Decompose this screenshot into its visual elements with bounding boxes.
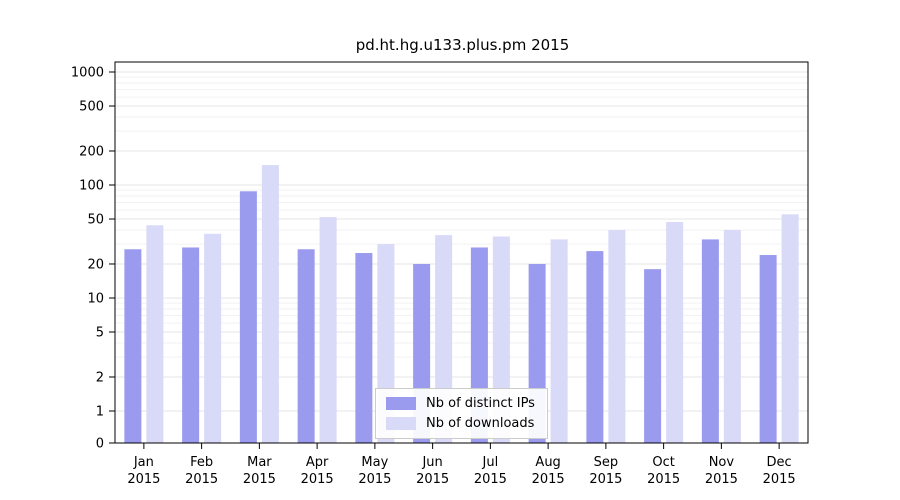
- x-tick-label: Jun 2015: [416, 455, 449, 487]
- y-tick-label: 100: [79, 179, 104, 194]
- legend-label-downloads: Nb of downloads: [426, 416, 535, 431]
- y-tick-label: 500: [79, 100, 104, 115]
- bar: [146, 225, 164, 443]
- bar: [319, 217, 337, 443]
- y-tick-label: 20: [87, 257, 104, 272]
- x-tick-label: Jul 2015: [474, 455, 507, 487]
- y-tick-label: 200: [79, 144, 104, 159]
- legend-label-distinct-ips: Nb of distinct IPs: [426, 396, 535, 411]
- x-tick-label: Nov 2015: [705, 455, 738, 487]
- bar: [781, 214, 799, 443]
- y-tick-label: 50: [87, 213, 104, 228]
- bar: [261, 165, 279, 443]
- plot-border: [114, 61, 809, 444]
- legend-item-downloads: Nb of downloads: [386, 416, 535, 431]
- x-tick-label: Mar 2015: [243, 455, 276, 487]
- x-tick-label: Dec 2015: [763, 455, 796, 487]
- y-tick-label: 10: [87, 292, 104, 307]
- bar: [759, 255, 777, 443]
- bar: [608, 229, 626, 443]
- x-tick-label: Feb 2015: [185, 455, 218, 487]
- bar: [644, 269, 662, 443]
- bar: [182, 247, 200, 443]
- legend-swatch-downloads: [386, 417, 416, 430]
- bar: [204, 233, 222, 443]
- bar: [124, 249, 142, 443]
- x-tick-label: Apr 2015: [301, 455, 334, 487]
- legend: Nb of distinct IPs Nb of downloads: [375, 388, 548, 439]
- y-tick-label: 2: [96, 370, 104, 385]
- x-tick-label: Sep 2015: [589, 455, 622, 487]
- y-tick-label: 0: [96, 437, 104, 452]
- bar: [239, 191, 257, 443]
- legend-item-distinct-ips: Nb of distinct IPs: [386, 396, 535, 411]
- bar: [586, 251, 604, 443]
- bar: [723, 229, 741, 443]
- bar: [701, 239, 719, 443]
- x-tick-label: Aug 2015: [532, 455, 565, 487]
- y-tick-label: 5: [96, 326, 104, 341]
- chart-title: pd.ht.hg.u133.plus.pm 2015: [355, 36, 570, 54]
- bar: [297, 249, 315, 443]
- x-tick-label: Oct 2015: [647, 455, 680, 487]
- x-tick-label: May 2015: [358, 455, 391, 487]
- bar: [355, 253, 373, 443]
- x-tick-label: Jan 2015: [127, 455, 160, 487]
- bar: [666, 222, 684, 443]
- bar: [550, 239, 568, 443]
- y-tick-label: 1000: [71, 66, 104, 81]
- y-tick-label: 1: [96, 405, 104, 420]
- legend-swatch-distinct-ips: [386, 397, 416, 410]
